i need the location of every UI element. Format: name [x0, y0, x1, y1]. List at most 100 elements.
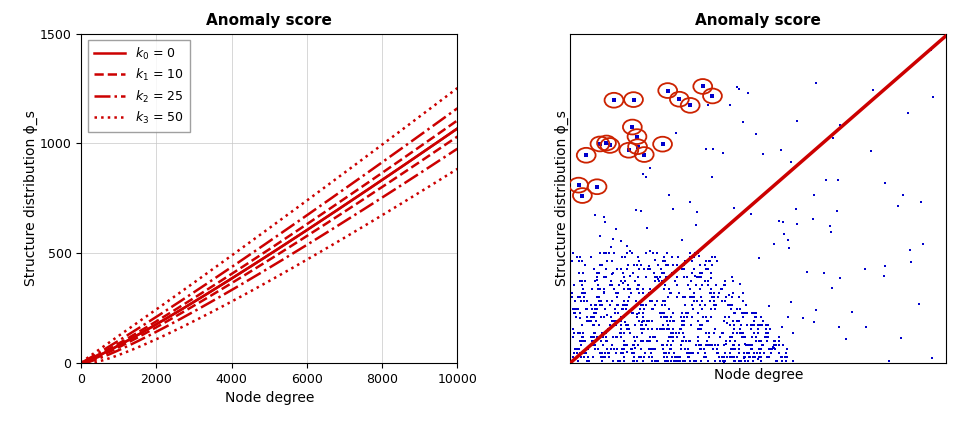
- Point: [667, 354, 683, 360]
- Point: [667, 354, 683, 360]
- Point: [663, 330, 679, 336]
- Point: [768, 341, 783, 348]
- Point: [652, 325, 667, 332]
- Point: [598, 306, 613, 312]
- Point: [672, 357, 687, 364]
- Point: [617, 298, 632, 304]
- Point: [759, 325, 774, 332]
- Point: [583, 314, 598, 320]
- Point: [714, 354, 729, 360]
- Point: [630, 311, 645, 318]
- Point: [614, 238, 629, 244]
- Point: [716, 358, 731, 365]
- Point: [736, 349, 751, 356]
- Point: [688, 281, 704, 288]
- Point: [711, 354, 727, 360]
- Point: [633, 325, 648, 332]
- Point: [579, 306, 595, 312]
- Point: [608, 349, 623, 356]
- Point: [576, 298, 592, 304]
- Point: [577, 338, 593, 344]
- Point: [743, 354, 758, 360]
- Point: [706, 330, 722, 336]
- Point: [718, 341, 733, 347]
- Point: [619, 325, 635, 332]
- Point: [739, 341, 754, 348]
- Point: [698, 354, 713, 360]
- Point: [756, 349, 771, 356]
- Point: [750, 330, 766, 336]
- Point: [636, 301, 651, 308]
- Point: [599, 298, 615, 304]
- Point: [608, 333, 623, 340]
- Point: [617, 314, 632, 320]
- Point: [624, 249, 640, 256]
- Point: [744, 309, 759, 316]
- Point: [783, 299, 798, 306]
- Point: [604, 346, 619, 352]
- Point: [770, 357, 785, 364]
- Point: [690, 325, 706, 332]
- Point: [686, 265, 702, 272]
- Point: [585, 333, 600, 340]
- Point: [658, 349, 673, 356]
- Point: [584, 317, 599, 324]
- Point: [572, 338, 587, 344]
- Point: [589, 317, 604, 324]
- Point: [584, 341, 599, 348]
- Point: [661, 322, 676, 328]
- Point: [573, 277, 588, 284]
- Point: [654, 269, 669, 276]
- Point: [664, 354, 680, 360]
- Point: [589, 309, 604, 316]
- Point: [602, 142, 618, 149]
- Point: [636, 317, 651, 324]
- Point: [570, 306, 585, 312]
- Point: [742, 354, 757, 360]
- Point: [677, 265, 692, 272]
- Point: [637, 265, 652, 272]
- Point: [617, 346, 632, 352]
- Point: [683, 102, 698, 109]
- Point: [706, 298, 721, 304]
- Point: [576, 330, 591, 336]
- Point: [732, 281, 748, 288]
- Point: [662, 192, 677, 198]
- Point: [624, 124, 640, 130]
- Point: [592, 269, 607, 276]
- Point: [584, 285, 599, 292]
- Point: [698, 301, 713, 308]
- Point: [615, 349, 630, 356]
- Point: [703, 289, 718, 296]
- Point: [624, 309, 640, 316]
- Point: [646, 346, 662, 352]
- Point: [726, 330, 741, 336]
- Point: [600, 349, 616, 356]
- Point: [594, 354, 609, 360]
- Point: [629, 314, 644, 320]
- Point: [631, 265, 646, 272]
- Point: [656, 309, 671, 316]
- Point: [764, 346, 779, 352]
- Point: [715, 330, 730, 336]
- Point: [593, 141, 608, 147]
- Point: [575, 192, 590, 199]
- Point: [627, 357, 642, 364]
- Point: [631, 317, 646, 324]
- Point: [654, 314, 669, 320]
- Point: [590, 277, 605, 284]
- Point: [858, 323, 874, 330]
- Point: [632, 289, 647, 296]
- Point: [684, 293, 700, 300]
- Point: [684, 269, 700, 276]
- Point: [618, 253, 633, 260]
- Point: [641, 354, 656, 360]
- Point: [752, 338, 768, 344]
- Point: [685, 306, 701, 312]
- Point: [619, 349, 635, 355]
- Point: [626, 261, 641, 268]
- Point: [633, 306, 648, 312]
- Point: [725, 341, 740, 348]
- Point: [699, 146, 714, 152]
- Point: [639, 273, 654, 280]
